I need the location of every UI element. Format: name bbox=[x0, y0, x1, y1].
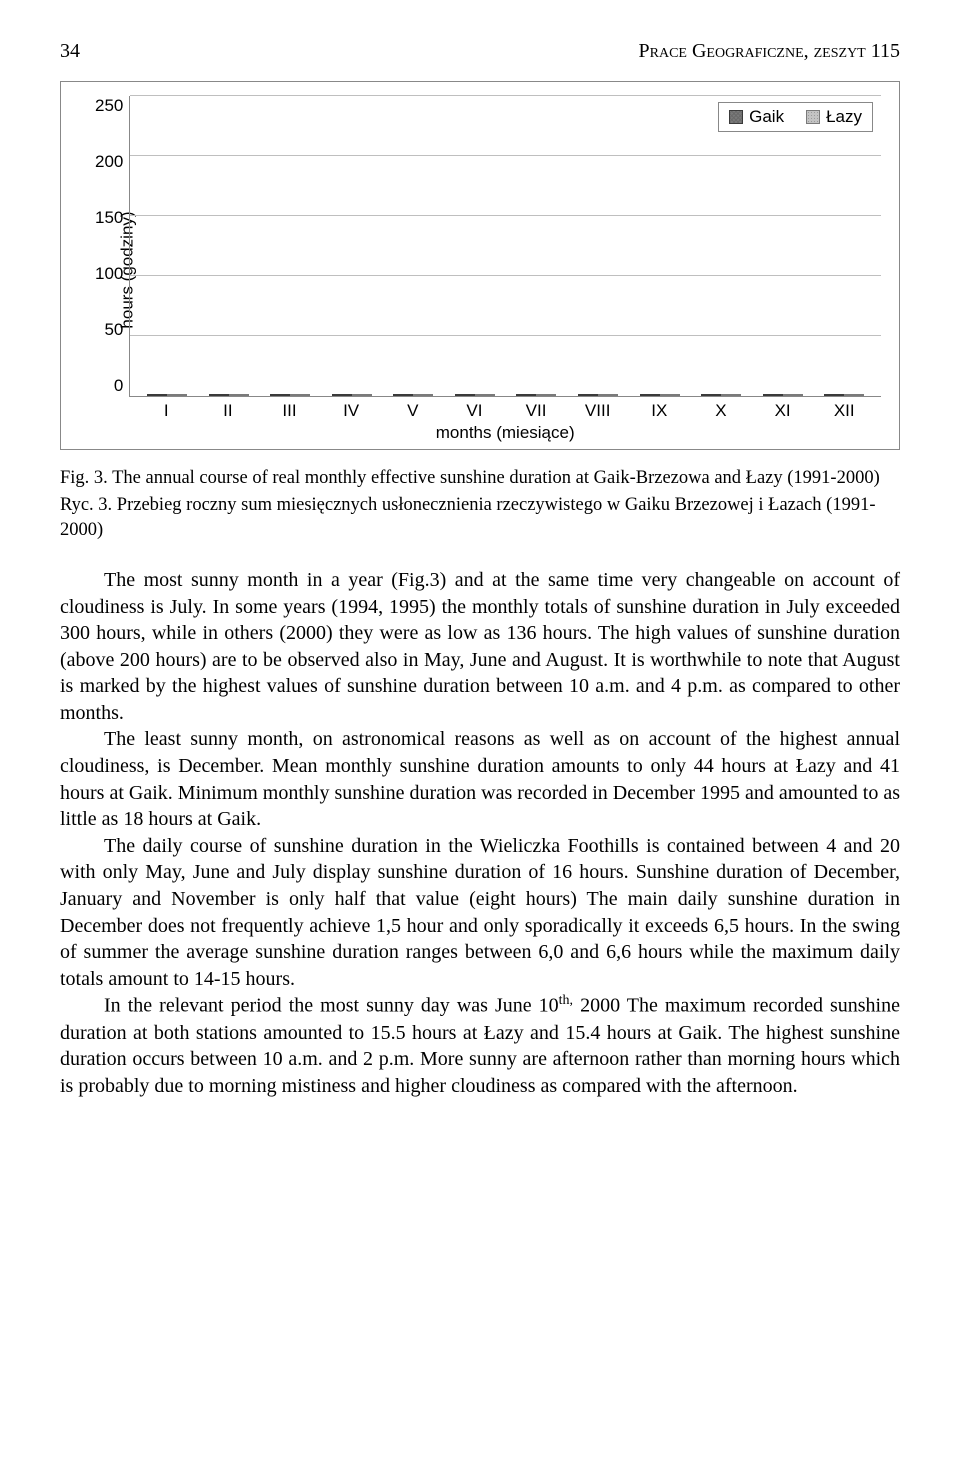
p4-part-a: In the relevant period the most sunny da… bbox=[104, 995, 559, 1017]
figure-caption: Fig. 3. The annual course of real monthl… bbox=[60, 466, 900, 543]
plot-column: Gaik Łazy IIIIIIIVVVIVIIVIIIIXXXIXII mon… bbox=[129, 96, 881, 443]
month-group bbox=[506, 394, 568, 396]
bar-gaik bbox=[209, 394, 229, 396]
caption-pl: Ryc. 3. Przebieg roczny sum miesięcznych… bbox=[60, 493, 900, 543]
y-tick: 0 bbox=[114, 376, 123, 396]
legend-item-lazy: Łazy bbox=[806, 107, 862, 127]
y-axis-label-col: hours (godziny) bbox=[69, 96, 95, 443]
x-tick: IX bbox=[629, 401, 691, 421]
bar-lazy bbox=[844, 394, 864, 396]
page-number: 34 bbox=[60, 40, 80, 63]
bar-gaik bbox=[393, 394, 413, 396]
x-tick: V bbox=[382, 401, 444, 421]
month-group bbox=[198, 394, 260, 396]
bar-lazy bbox=[660, 394, 680, 396]
y-tick: 250 bbox=[95, 96, 123, 116]
x-tick: IV bbox=[320, 401, 382, 421]
month-group bbox=[752, 394, 814, 396]
gridline bbox=[130, 335, 881, 336]
bar-lazy bbox=[598, 394, 618, 396]
x-tick: III bbox=[259, 401, 321, 421]
paragraph-4: In the relevant period the most sunny da… bbox=[60, 992, 900, 1099]
x-tick: XI bbox=[752, 401, 814, 421]
y-tick: 200 bbox=[95, 152, 123, 172]
bar-gaik bbox=[147, 394, 167, 396]
bar-lazy bbox=[783, 394, 803, 396]
p4-sup: th, bbox=[559, 993, 573, 1008]
chart-inner: hours (godziny) 250200150100500 Gaik Łaz… bbox=[69, 96, 881, 443]
bar-gaik bbox=[578, 394, 598, 396]
bar-gaik bbox=[332, 394, 352, 396]
paragraph-3: The daily course of sunshine duration in… bbox=[60, 833, 900, 993]
legend-label-lazy: Łazy bbox=[826, 107, 862, 127]
body-text: The most sunny month in a year (Fig.3) a… bbox=[60, 567, 900, 1100]
bar-gaik bbox=[824, 394, 844, 396]
month-group bbox=[444, 394, 506, 396]
month-group bbox=[136, 394, 198, 396]
plot-area: Gaik Łazy bbox=[129, 96, 881, 397]
legend-swatch-gaik bbox=[729, 110, 743, 124]
paragraph-1: The most sunny month in a year (Fig.3) a… bbox=[60, 567, 900, 727]
paragraph-2: The least sunny month, on astronomical r… bbox=[60, 726, 900, 832]
month-group bbox=[321, 394, 383, 396]
bar-gaik bbox=[455, 394, 475, 396]
legend-swatch-lazy bbox=[806, 110, 820, 124]
caption-en: Fig. 3. The annual course of real monthl… bbox=[60, 466, 900, 491]
x-tick: II bbox=[197, 401, 259, 421]
bar-gaik bbox=[701, 394, 721, 396]
bar-lazy bbox=[475, 394, 495, 396]
bar-lazy bbox=[536, 394, 556, 396]
legend-label-gaik: Gaik bbox=[749, 107, 784, 127]
legend: Gaik Łazy bbox=[718, 102, 873, 132]
x-tick: XII bbox=[813, 401, 875, 421]
page-header: 34 Prace Geograficzne, zeszyt 115 bbox=[60, 40, 900, 63]
month-group bbox=[629, 394, 691, 396]
bar-lazy bbox=[167, 394, 187, 396]
running-title: Prace Geograficzne, zeszyt 115 bbox=[639, 40, 901, 63]
bars-row bbox=[130, 96, 881, 396]
bar-lazy bbox=[290, 394, 310, 396]
month-group bbox=[259, 394, 321, 396]
month-group bbox=[813, 394, 875, 396]
bar-gaik bbox=[270, 394, 290, 396]
page: 34 Prace Geograficzne, zeszyt 115 hours … bbox=[0, 0, 960, 1149]
x-tick: VII bbox=[505, 401, 567, 421]
bar-lazy bbox=[721, 394, 741, 396]
bar-gaik bbox=[516, 394, 536, 396]
bar-lazy bbox=[229, 394, 249, 396]
x-axis-ticks: IIIIIIIVVVIVIIVIIIIXXXIXII bbox=[129, 397, 881, 421]
bar-lazy bbox=[413, 394, 433, 396]
chart-container: hours (godziny) 250200150100500 Gaik Łaz… bbox=[60, 81, 900, 450]
bar-gaik bbox=[763, 394, 783, 396]
x-tick: X bbox=[690, 401, 752, 421]
month-group bbox=[567, 394, 629, 396]
x-tick: VIII bbox=[567, 401, 629, 421]
bar-lazy bbox=[352, 394, 372, 396]
x-tick: I bbox=[135, 401, 197, 421]
x-axis-label: months (miesiące) bbox=[129, 423, 881, 443]
legend-item-gaik: Gaik bbox=[729, 107, 784, 127]
gridline bbox=[130, 215, 881, 216]
gridline bbox=[130, 95, 881, 96]
month-group bbox=[383, 394, 445, 396]
gridline bbox=[130, 275, 881, 276]
bar-gaik bbox=[640, 394, 660, 396]
gridline bbox=[130, 155, 881, 156]
month-group bbox=[690, 394, 752, 396]
x-tick: VI bbox=[444, 401, 506, 421]
